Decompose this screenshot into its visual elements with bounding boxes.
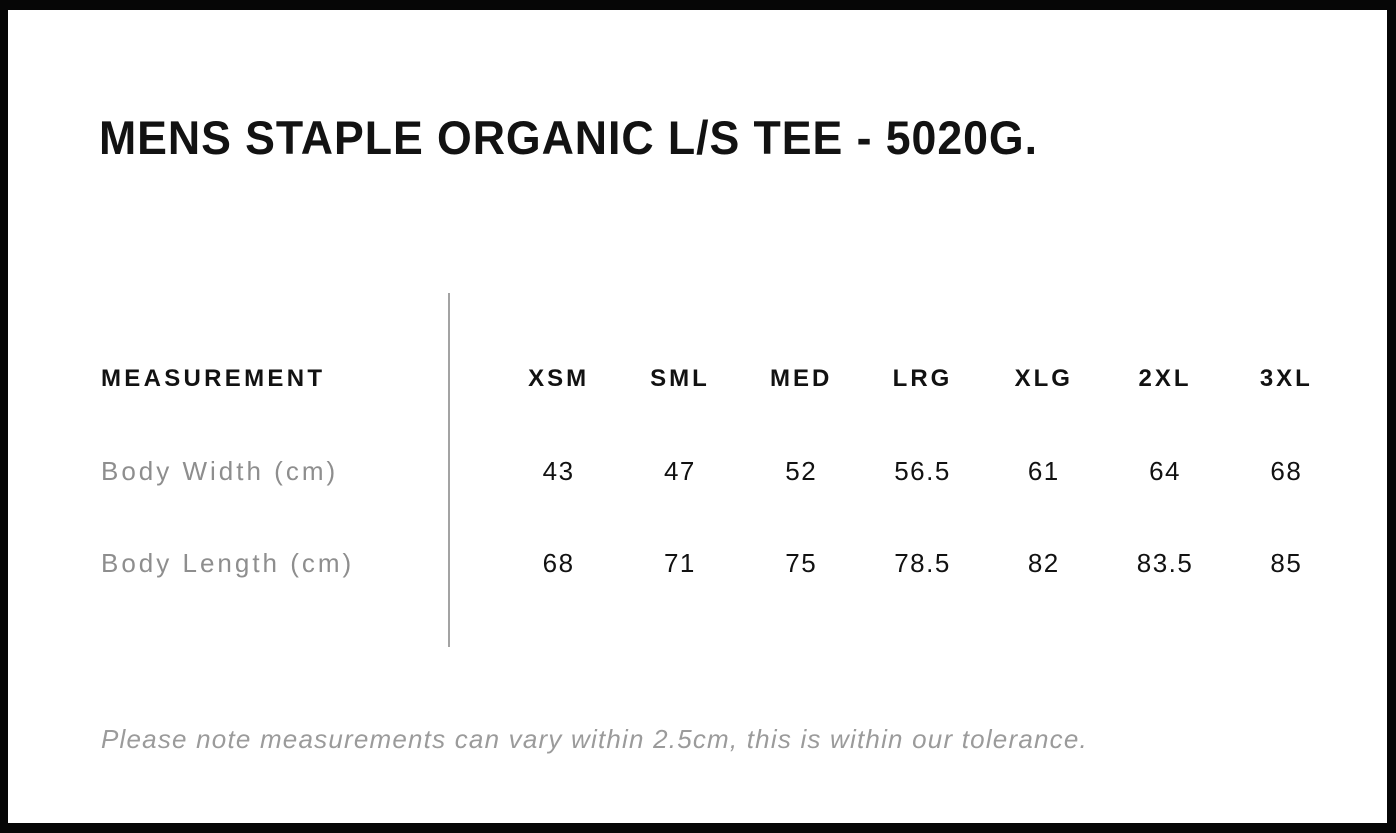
measurement-value-0-2: 52 xyxy=(785,455,818,486)
page-title: MENS STAPLE ORGANIC L/S TEE - 5020G. xyxy=(99,111,1038,164)
measurement-value-0-3: 56.5 xyxy=(894,455,951,486)
size-table: MEASUREMENT XSM SML MED LRG XLG 2XL 3XL Body Wid… xyxy=(101,333,1347,609)
measurement-value-1-0: 68 xyxy=(542,547,575,578)
row-label-body-length-cm: Body Length (cm) xyxy=(101,547,355,578)
measurement-value-1-2: 75 xyxy=(785,547,818,578)
measurement-value-1-4: 82 xyxy=(1027,547,1060,578)
column-header-2xl: 2XL xyxy=(1138,365,1192,392)
tolerance-note: Please note measurements can vary within… xyxy=(101,724,1088,754)
measurement-value-0-0: 43 xyxy=(542,455,575,486)
measurement-value-1-6: 85 xyxy=(1270,547,1303,578)
table-divider xyxy=(448,293,450,647)
measurement-value-1-1: 71 xyxy=(663,547,696,578)
column-header-lrg: LRG xyxy=(892,365,953,392)
column-header-med: MED xyxy=(770,365,833,392)
measurement-value-1-5: 83.5 xyxy=(1136,547,1194,578)
column-header-3xl: 3XL xyxy=(1259,365,1313,392)
column-header-xsm: XSM xyxy=(528,365,590,392)
measurement-value-0-4: 61 xyxy=(1027,455,1060,486)
measurement-value-0-6: 68 xyxy=(1270,455,1303,486)
measurement-value-0-1: 47 xyxy=(663,455,696,486)
row-label-body-width-cm: Body Width (cm) xyxy=(101,455,339,486)
measurement-value-0-5: 64 xyxy=(1149,455,1182,486)
column-header-sml: SML xyxy=(650,365,710,392)
column-header-xlg: XLG xyxy=(1014,365,1073,392)
measurement-value-1-3: 78.5 xyxy=(894,547,951,578)
column-header-measurement: MEASUREMENT xyxy=(101,365,326,392)
